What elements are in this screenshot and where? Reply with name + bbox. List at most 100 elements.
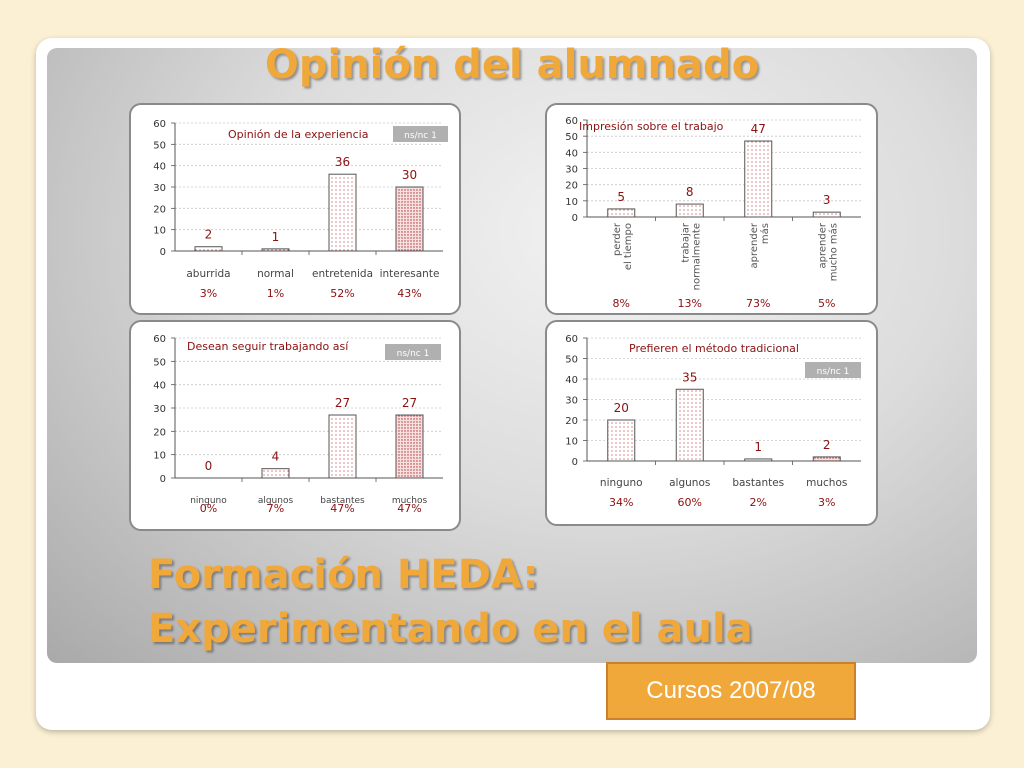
y-tick-label: 10	[153, 226, 166, 237]
bar	[261, 248, 290, 252]
percentage-label: 13%	[678, 297, 702, 310]
nsnc-badge	[805, 362, 861, 378]
x-category-line: trabajar	[680, 222, 691, 263]
x-category-label: bastantes	[732, 477, 784, 489]
x-category-label: aprender más	[749, 222, 771, 268]
y-tick-label: 10	[565, 197, 578, 208]
x-category-label: muchos	[806, 477, 847, 489]
x-category-label: ninguno	[600, 477, 643, 489]
y-tick-label: 30	[153, 404, 166, 415]
y-tick-label: 20	[565, 181, 578, 192]
nsnc-badge	[393, 126, 448, 142]
percentage-label: 34%	[609, 496, 633, 509]
bar-value-label: 30	[402, 168, 417, 182]
percentage-label: 7%	[267, 502, 284, 515]
bar	[261, 468, 290, 479]
bar-value-label: 0	[205, 459, 213, 473]
y-tick-label: 60	[565, 334, 578, 345]
y-tick-label: 10	[153, 451, 166, 462]
bar	[328, 173, 357, 252]
chart-svg: 0 10 20 30 40 50 60 Prefieren el método tradici…	[565, 334, 861, 509]
y-tick-label: 30	[565, 165, 578, 176]
y-tick-label: 40	[565, 375, 578, 386]
x-category-label: ninguno	[190, 496, 227, 506]
nsnc-badge-label: ns/nc 1	[817, 367, 850, 377]
bar	[812, 456, 841, 462]
y-tick-label: 40	[153, 381, 166, 392]
x-category-label: trabajar normalmente	[680, 222, 702, 290]
bar-value-label: 2	[823, 438, 831, 452]
chart-panel-impresion: 0 10 20 30 40 50 60 Impresión sobre el trabajo 5…	[545, 103, 878, 315]
bar-value-label: 5	[617, 190, 625, 204]
y-tick-label: 30	[153, 183, 166, 194]
x-category-label: interesante	[380, 268, 440, 280]
bar-value-label: 36	[335, 155, 350, 169]
percentage-label: 0%	[200, 502, 217, 515]
chart-svg: 0 10 20 30 40 50 60 Impresión sobre el trabajo 5…	[565, 116, 861, 310]
bar	[744, 458, 773, 462]
x-category-label: bastantes	[320, 496, 365, 506]
course-badge: Cursos 2007/08	[606, 662, 856, 720]
slide-subtitle: Formación HEDA: Experimentando en el aul…	[148, 548, 753, 656]
percentage-label: 5%	[818, 297, 835, 310]
y-tick-label: 50	[565, 355, 578, 366]
bar	[395, 414, 424, 479]
chart-title: Opinión de la experiencia	[228, 128, 368, 141]
bar	[328, 414, 357, 479]
y-tick-label: 20	[153, 427, 166, 438]
bar-value-label: 27	[402, 396, 417, 410]
percentage-label: 43%	[397, 287, 421, 300]
x-category-label: normal	[257, 268, 294, 280]
y-tick-label: 0	[160, 474, 166, 485]
bar	[395, 186, 424, 252]
x-category-label: algunos	[258, 496, 294, 506]
bar-value-label: 3	[823, 193, 831, 207]
bar	[194, 246, 223, 252]
x-category-label: algunos	[669, 477, 710, 489]
percentage-label: 52%	[330, 287, 354, 300]
percentage-label: 47%	[330, 502, 354, 515]
percentage-label: 47%	[397, 502, 421, 515]
nsnc-badge-label: ns/nc 1	[397, 349, 430, 359]
bar-value-label: 1	[754, 440, 762, 454]
percentage-label: 3%	[818, 496, 835, 509]
percentage-label: 60%	[678, 496, 702, 509]
x-category-line: aprender	[817, 222, 828, 268]
slide-title: Opinión del alumnado	[264, 42, 760, 88]
subtitle-line-1: Formación HEDA:	[148, 552, 539, 598]
bar	[607, 208, 636, 218]
x-category-label: aburrida	[186, 268, 230, 280]
x-category-line: mucho más	[827, 223, 839, 281]
bar-value-label: 2	[205, 228, 213, 242]
x-category-line: normalmente	[691, 223, 702, 290]
bar	[607, 419, 636, 462]
x-category-label: perder el tiempo	[612, 222, 634, 270]
percentage-label: 8%	[613, 297, 630, 310]
subtitle-line-2: Experimentando en el aula	[148, 606, 753, 652]
bar-value-label: 4	[272, 450, 280, 464]
y-tick-label: 20	[153, 204, 166, 215]
bar-value-label: 27	[335, 396, 350, 410]
chart-title: Desean seguir trabajando así	[187, 340, 349, 353]
bar-value-label: 20	[614, 401, 629, 415]
y-tick-label: 0	[572, 213, 578, 224]
chart-panel-desean: 0 10 20 30 40 50 60 Desean seguir trabajando as…	[129, 320, 461, 531]
x-category-label: entretenida	[312, 268, 373, 280]
percentage-label: 2%	[750, 496, 767, 509]
bar-value-label: 47	[751, 122, 766, 136]
chart-panel-prefieren: 0 10 20 30 40 50 60 Prefieren el método tradici…	[545, 320, 878, 526]
bar	[675, 203, 704, 218]
bar-value-label: 35	[682, 370, 697, 384]
chart-panel-opinion: 0 10 20 30 40 50 60 Opinión de la experiencia ns…	[129, 103, 461, 315]
x-category-line: aprender	[749, 222, 760, 268]
y-tick-label: 60	[153, 334, 166, 345]
y-tick-label: 10	[565, 437, 578, 448]
y-tick-label: 40	[565, 148, 578, 159]
percentage-label: 3%	[200, 287, 217, 300]
y-tick-label: 40	[153, 162, 166, 173]
y-tick-label: 30	[565, 396, 578, 407]
bar	[744, 140, 773, 218]
y-tick-label: 20	[565, 416, 578, 427]
nsnc-badge-label: ns/nc 1	[404, 131, 437, 141]
x-category-line: perder	[612, 222, 623, 256]
